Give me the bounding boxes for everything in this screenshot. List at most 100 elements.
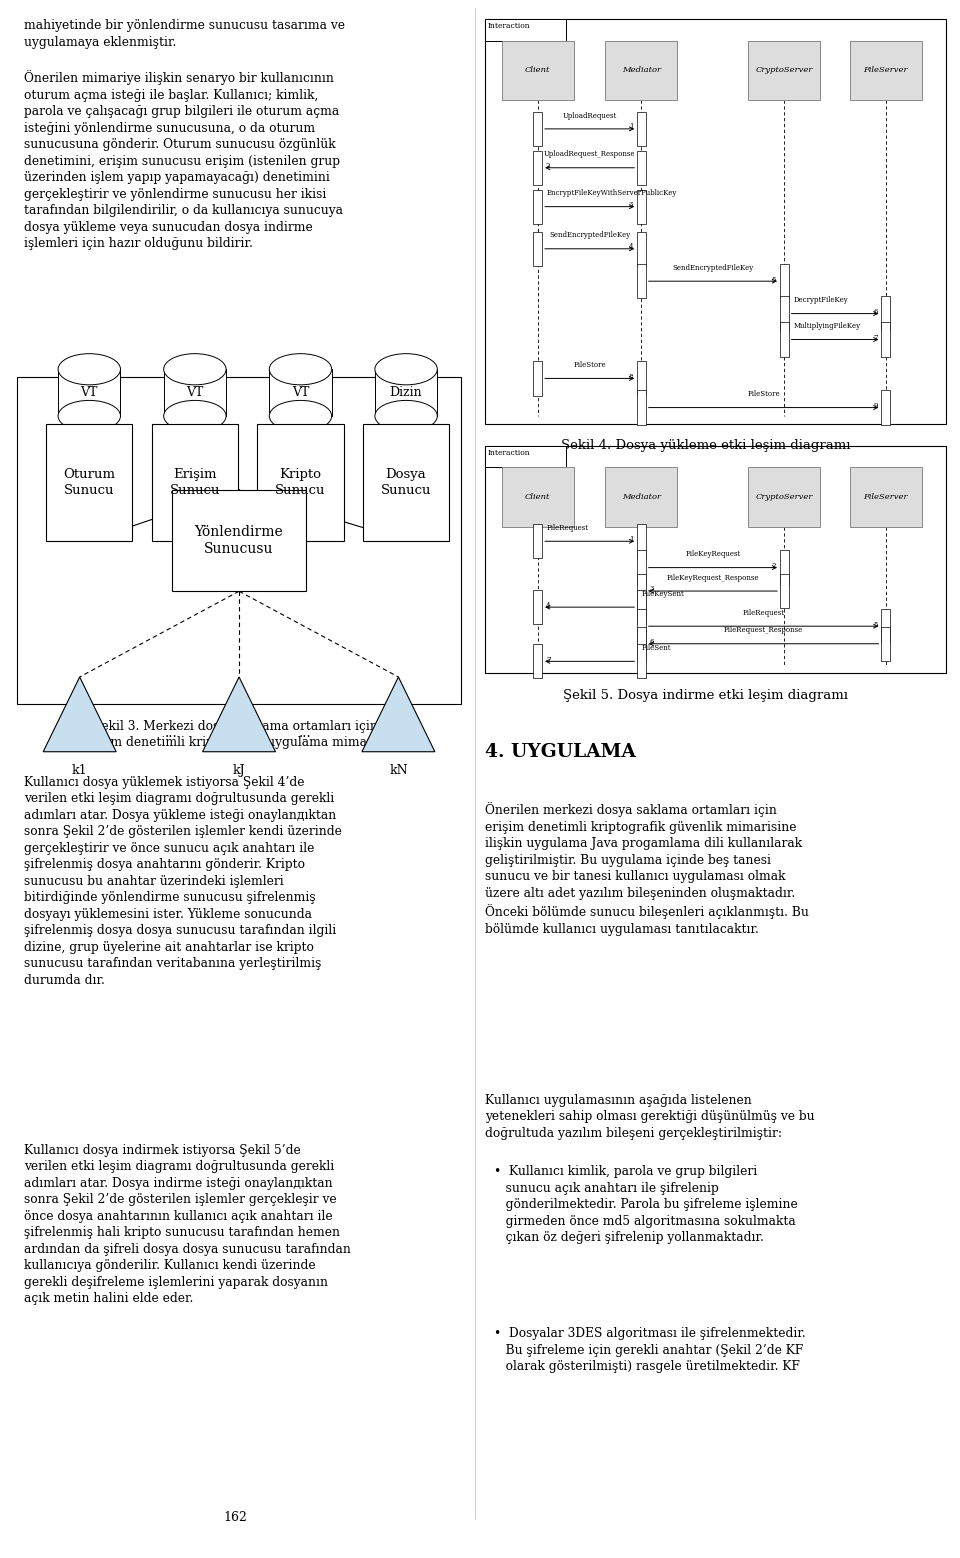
- Ellipse shape: [163, 354, 227, 385]
- Text: k1: k1: [72, 765, 87, 777]
- FancyBboxPatch shape: [749, 467, 820, 527]
- Text: Dizin: Dizin: [390, 386, 422, 399]
- FancyBboxPatch shape: [780, 573, 789, 608]
- FancyBboxPatch shape: [881, 626, 890, 661]
- Polygon shape: [43, 678, 116, 753]
- FancyBboxPatch shape: [881, 391, 890, 425]
- Ellipse shape: [58, 354, 121, 385]
- FancyBboxPatch shape: [502, 467, 574, 527]
- Text: 7: 7: [546, 656, 550, 664]
- FancyBboxPatch shape: [881, 323, 890, 357]
- FancyBboxPatch shape: [637, 190, 646, 224]
- Text: DecryptFileKey: DecryptFileKey: [793, 296, 849, 304]
- Text: Mediator: Mediator: [622, 492, 661, 502]
- FancyBboxPatch shape: [375, 369, 438, 416]
- FancyBboxPatch shape: [485, 19, 946, 424]
- Ellipse shape: [269, 400, 332, 432]
- FancyBboxPatch shape: [780, 263, 789, 298]
- FancyBboxPatch shape: [534, 190, 542, 224]
- FancyBboxPatch shape: [637, 112, 646, 146]
- FancyBboxPatch shape: [749, 41, 820, 100]
- Polygon shape: [203, 678, 276, 753]
- Polygon shape: [362, 678, 435, 753]
- Text: Kullanıcı dosya yüklemek istiyorsa Şekil 4’de
verilen etki leşim diagramı doğrul: Kullanıcı dosya yüklemek istiyorsa Şekil…: [24, 776, 342, 986]
- Text: Dosya
Sunucu: Dosya Sunucu: [381, 467, 431, 497]
- Ellipse shape: [58, 400, 121, 432]
- Text: 7: 7: [873, 333, 877, 341]
- Text: FileKeySent: FileKeySent: [642, 590, 684, 598]
- Text: 1: 1: [629, 536, 634, 544]
- Ellipse shape: [375, 400, 438, 432]
- Ellipse shape: [163, 400, 227, 432]
- Text: kN: kN: [389, 765, 408, 777]
- FancyBboxPatch shape: [534, 232, 542, 266]
- FancyBboxPatch shape: [637, 590, 646, 625]
- FancyBboxPatch shape: [363, 424, 449, 541]
- Text: VT: VT: [186, 386, 204, 399]
- Text: ...: ...: [164, 726, 178, 740]
- Text: 162: 162: [224, 1511, 247, 1524]
- Text: Şekil 3. Merkezi dosya saklama ortamları için
erişim denetimli kriptografik uygu: Şekil 3. Merkezi dosya saklama ortamları…: [84, 720, 387, 749]
- FancyBboxPatch shape: [850, 41, 922, 100]
- Ellipse shape: [375, 354, 438, 385]
- Ellipse shape: [269, 354, 332, 385]
- FancyBboxPatch shape: [172, 489, 306, 592]
- Text: kJ: kJ: [232, 765, 246, 777]
- Text: Kripto
Sunucu: Kripto Sunucu: [276, 467, 325, 497]
- Text: FileStore: FileStore: [573, 361, 606, 369]
- FancyBboxPatch shape: [257, 424, 344, 541]
- Text: Erişim
Sunucu: Erişim Sunucu: [170, 467, 220, 497]
- Text: FileServer: FileServer: [863, 65, 908, 75]
- Text: FileKeyRequest: FileKeyRequest: [685, 550, 740, 558]
- Text: VT: VT: [81, 386, 98, 399]
- Text: mahiyetinde bir yönlendirme sunucusu tasarıma ve
uygulamaya eklenmiştir.: mahiyetinde bir yönlendirme sunucusu tas…: [24, 20, 345, 48]
- Text: 3: 3: [629, 201, 634, 209]
- FancyBboxPatch shape: [606, 467, 678, 527]
- FancyBboxPatch shape: [152, 424, 238, 541]
- Text: 6: 6: [873, 308, 877, 316]
- FancyBboxPatch shape: [780, 296, 789, 330]
- Text: FileRequest: FileRequest: [547, 523, 588, 531]
- Text: 3: 3: [650, 586, 654, 594]
- Text: Yönlendirme
Sunucusu: Yönlendirme Sunucusu: [195, 525, 283, 556]
- FancyBboxPatch shape: [269, 369, 331, 416]
- FancyBboxPatch shape: [780, 550, 789, 584]
- Text: 4: 4: [629, 243, 634, 251]
- Text: Kullanıcı dosya indirmek istiyorsa Şekil 5’de
verilen etki leşim diagramı doğrul: Kullanıcı dosya indirmek istiyorsa Şekil…: [24, 1144, 350, 1306]
- FancyBboxPatch shape: [850, 467, 922, 527]
- FancyBboxPatch shape: [881, 609, 890, 643]
- Text: Client: Client: [525, 492, 550, 502]
- FancyBboxPatch shape: [485, 19, 566, 41]
- FancyBboxPatch shape: [606, 41, 678, 100]
- Text: 2: 2: [546, 162, 550, 170]
- Text: Önerilen mimariye ilişkin senaryo bir kullanıcının
oturum açma isteği ile başlar: Önerilen mimariye ilişkin senaryo bir ku…: [24, 70, 343, 251]
- Text: MultiplyingFileKey: MultiplyingFileKey: [793, 323, 860, 330]
- FancyBboxPatch shape: [637, 391, 646, 425]
- Text: Kullanıcı uygulamasının aşağıda listelenen
yetenekleri sahip olması gerektiği dü: Kullanıcı uygulamasının aşağıda listelen…: [485, 1094, 814, 1140]
- FancyBboxPatch shape: [502, 41, 574, 100]
- FancyBboxPatch shape: [46, 424, 132, 541]
- Text: 9: 9: [873, 402, 877, 410]
- Text: Mediator: Mediator: [622, 65, 661, 75]
- Text: UploadRequest_Response: UploadRequest_Response: [544, 151, 636, 159]
- FancyBboxPatch shape: [58, 369, 121, 416]
- FancyBboxPatch shape: [637, 643, 646, 678]
- Text: UploadRequest: UploadRequest: [563, 112, 616, 120]
- FancyBboxPatch shape: [637, 609, 646, 643]
- Text: 5: 5: [772, 276, 776, 284]
- Text: VT: VT: [292, 386, 309, 399]
- Text: CryptoServer: CryptoServer: [756, 492, 813, 502]
- Text: FileRequest_Response: FileRequest_Response: [724, 626, 804, 634]
- Text: CryptoServer: CryptoServer: [756, 65, 813, 75]
- Text: FileStore: FileStore: [747, 390, 780, 399]
- FancyBboxPatch shape: [485, 446, 566, 467]
- FancyBboxPatch shape: [637, 523, 646, 558]
- Text: Interaction: Interaction: [488, 22, 530, 30]
- FancyBboxPatch shape: [534, 643, 542, 678]
- FancyBboxPatch shape: [637, 232, 646, 266]
- FancyBboxPatch shape: [485, 446, 946, 673]
- Text: 5: 5: [873, 620, 877, 628]
- FancyBboxPatch shape: [534, 361, 542, 396]
- FancyBboxPatch shape: [534, 151, 542, 185]
- Text: 4: 4: [546, 601, 550, 609]
